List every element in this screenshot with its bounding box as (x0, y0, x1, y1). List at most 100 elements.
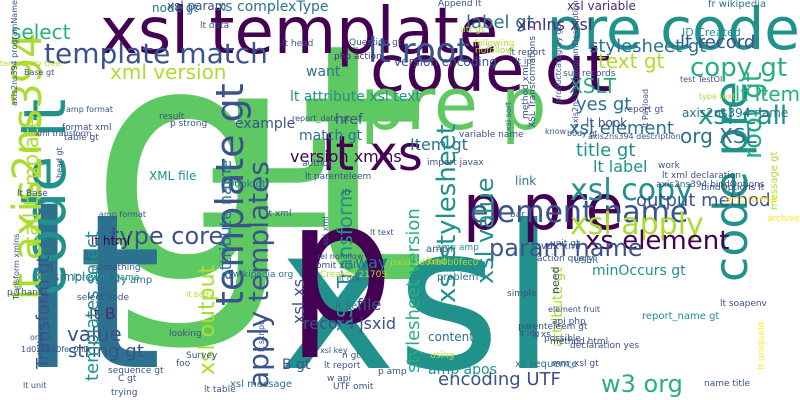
word-19: xsl apply (570, 207, 704, 242)
word-106: report_name gt (642, 311, 720, 322)
word-149: kind (427, 257, 447, 267)
word-160: bindOptions lt (701, 183, 765, 193)
word-74: xmlns xsl (517, 15, 593, 34)
word-107: amp amp (436, 243, 479, 253)
word-65: example (235, 116, 296, 132)
word-92: Append lt (438, 0, 482, 9)
word-137: Created 2170S (320, 270, 388, 280)
word-162: axis2ns394 description (588, 132, 681, 141)
word-53: xsl xs (289, 278, 308, 324)
word-96: problem (437, 272, 479, 283)
word-128: lt table (204, 385, 236, 395)
word-87: amp (426, 244, 449, 255)
word-1: lt (18, 167, 163, 400)
word-98: bar (510, 210, 525, 220)
word-166: import javax (427, 158, 484, 168)
word-194: xml transform (35, 129, 92, 138)
word-5: xsl template (100, 0, 499, 69)
word-109: select node (77, 293, 130, 303)
word-75: lt head (282, 39, 314, 49)
word-156: lt ing (519, 329, 540, 338)
word-195: Base gt (24, 68, 55, 77)
word-99: unit gt (550, 239, 580, 249)
word-89: query amp (98, 275, 153, 286)
word-18: xsl copy (570, 173, 693, 208)
word-157: lt xs (532, 330, 551, 340)
word-56: xsl param (167, 0, 227, 13)
word-14: lt xs (322, 126, 423, 182)
word-119: name title (704, 379, 750, 389)
word-120: lt report (509, 48, 546, 58)
word-123: work (658, 161, 680, 171)
word-136: lt Base (17, 189, 48, 199)
word-159: lt xml declaration (662, 171, 742, 181)
word-68: way (355, 253, 388, 272)
word-37: xsl element (569, 118, 674, 139)
word-161: axis2ns394 bindOptions (656, 180, 765, 190)
word-102: USER (574, 256, 599, 266)
word-7: code gt (370, 33, 611, 107)
word-192: ID (342, 188, 351, 197)
word-142: lt uniqueId (757, 321, 767, 370)
word-139: temporary tree (0, 59, 61, 68)
word-81: lt book (586, 116, 628, 130)
word-40: lt label (593, 157, 648, 176)
word-17: element name (470, 195, 689, 230)
word-126: lt parenteleem (305, 172, 372, 182)
word-35: stylesheet gt (589, 36, 707, 57)
word-186: org w (30, 333, 53, 342)
word-70: Item gt (410, 135, 468, 154)
word-85: content (428, 330, 474, 344)
word-191: rel nofollow (317, 252, 364, 261)
word-188: lt text (370, 228, 394, 237)
word-66: href (335, 112, 363, 128)
word-174: XSL Transformations (528, 36, 538, 128)
word-117: test TestOl (680, 75, 723, 84)
word-164: know (545, 127, 567, 136)
word-71: xsl variable (567, 0, 636, 13)
word-111: format xml (62, 123, 112, 133)
word-167: xsl key (320, 346, 348, 355)
word-49: stylesheet version (403, 208, 424, 373)
word-82: xs sequence (515, 359, 578, 370)
word-27: lt record (680, 32, 756, 53)
word-63: lt html (91, 234, 131, 248)
word-129: trying (111, 388, 138, 398)
word-172: report gt (624, 105, 664, 115)
word-110: something (93, 263, 141, 273)
word-144: nofollow (475, 46, 513, 56)
word-151: jsxid 1d0xb0b0fec0 (390, 258, 479, 268)
word-31: XSLT (569, 74, 617, 98)
word-140: archive (766, 214, 800, 224)
word-2: xsl (278, 183, 557, 400)
word-130: Survey (186, 351, 218, 361)
word-138: need (549, 266, 562, 295)
word-114: result (159, 112, 185, 122)
word-3: p (287, 166, 394, 362)
word-9: p pre (463, 171, 624, 244)
word-93: php action (334, 52, 382, 62)
word-112: table gt (64, 133, 99, 143)
word-187: amp format (66, 105, 114, 114)
word-33: lt Item (734, 82, 800, 106)
word-193: head gt (55, 147, 64, 178)
word-135: p Thank (7, 288, 44, 298)
word-165: variable name (459, 130, 524, 140)
word-43: value (67, 322, 122, 346)
word-59: lt attribute xsl text (290, 89, 421, 105)
word-190: api xml (321, 216, 330, 247)
word-168: p amp (378, 367, 407, 377)
word-121: lt ip (515, 57, 533, 67)
word-177: lt Payload (641, 88, 650, 128)
word-90: fr wikipedia (708, 0, 767, 10)
word-150: using (430, 351, 455, 361)
word-69: file (357, 295, 382, 314)
word-105: lt report_name (73, 273, 140, 283)
word-28: type core (110, 222, 224, 250)
word-100: javax xml (532, 241, 581, 252)
word-147: type text (699, 92, 736, 101)
word-145: following (474, 39, 515, 49)
word-36: label gt (466, 12, 534, 33)
word-58: xs complexType (217, 0, 329, 15)
